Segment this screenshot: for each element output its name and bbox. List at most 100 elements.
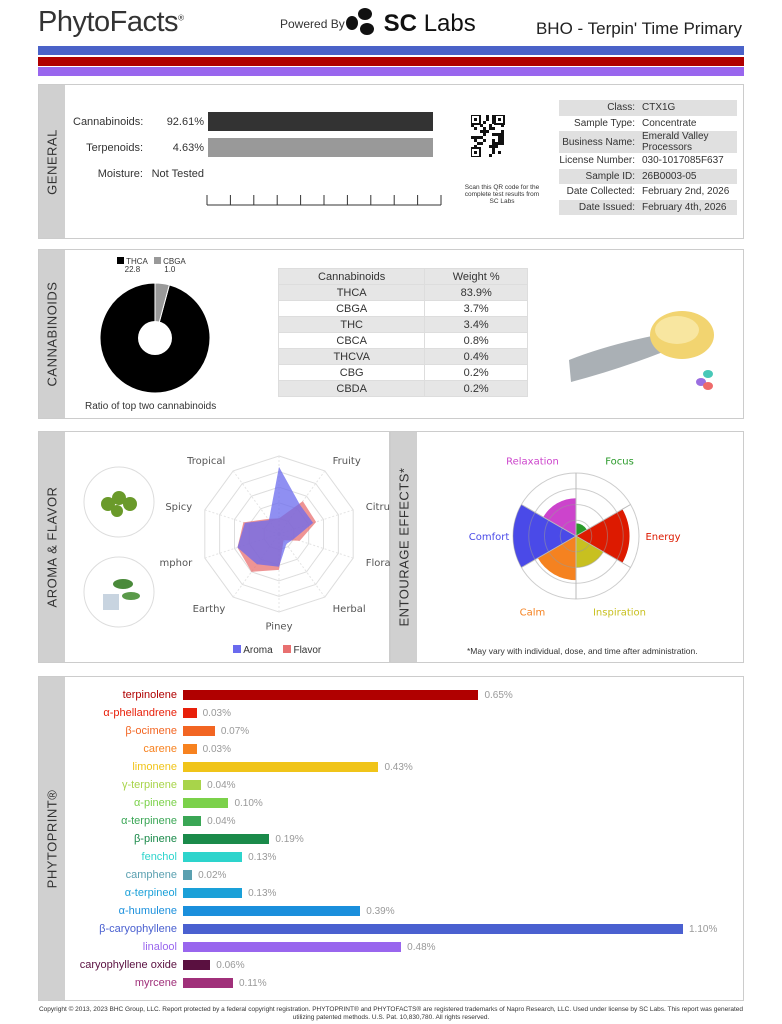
terpene-name: γ-terpinene [121, 779, 177, 791]
effect-label: Relaxation [506, 457, 559, 468]
info-key: Date Collected: [566, 186, 635, 198]
cannabinoids-section: CANNABINOIDS THCA 22.8 CBGA 1.0 Ratio of t… [38, 249, 744, 419]
info-value: February 2nd, 2026 [642, 186, 730, 198]
terpene-name: myrcene [134, 977, 177, 989]
cannabinoid-table: Cannabinoids Weight % THCA 83.9% CBGA 3.7% TH… [277, 268, 528, 397]
effect-sector-focus [576, 523, 587, 536]
radar-ring [233, 486, 325, 582]
footer-copyright: Copyright © 2013, 2023 BHC Group, LLC. R… [38, 1006, 744, 1021]
entourage-note: *May vary with individual, dose, and tim… [467, 646, 698, 656]
radar-axis-label: Piney [266, 621, 293, 632]
pie-legend: THCA 22.8 CBGA 1.0 [117, 257, 186, 274]
column-header: Cannabinoids [277, 268, 426, 285]
moisture-label: Moisture: [97, 168, 143, 180]
info-value: 26B0003-05 [642, 170, 697, 182]
terpene-name: β-ocimene [125, 725, 177, 737]
terpene-bar [183, 870, 193, 880]
terpene-name: β-pinene [133, 833, 177, 845]
terpene-value: 0.11% [239, 977, 267, 989]
terpene-value: 0.03% [202, 743, 231, 755]
terpene-row: α-phellandrene 0.03% [39, 704, 739, 722]
radar-axis-label: Spicy [165, 502, 192, 513]
info-row: Class: CTX1G [559, 100, 737, 116]
entourage-section: ENTOURAGE EFFECTS* Focus Energy Inspiratio… [390, 431, 744, 663]
effect-label: Calm [520, 607, 546, 618]
terpene-bar [183, 816, 202, 826]
radar-axis-label: Earthy [193, 604, 226, 615]
terpene-row: β-caryophyllene 1.10% [39, 920, 739, 938]
radar-axis-label: Camphor [159, 558, 193, 569]
terpene-name: α-terpinene [121, 815, 177, 827]
cannabinoid-name: CBDA [277, 380, 426, 397]
terpene-name: α-humulene [118, 905, 177, 917]
radar-axis-label: Herbal [333, 604, 366, 615]
info-row: Date Issued: February 4th, 2026 [559, 199, 737, 215]
aroma-flavor-radar: SweetFruityCitrusyFloralHerbalPineyEarth… [159, 455, 399, 632]
effect-label: Inspiration [593, 607, 646, 618]
terpene-row: limonene 0.43% [39, 758, 739, 776]
cannabinoid-weight: 3.4% [424, 316, 528, 333]
info-key: Business Name: [562, 136, 635, 148]
terpene-name: terpinolene [122, 689, 177, 701]
radar-axis-label: Floral [366, 558, 394, 569]
cannabinoid-weight: 3.7% [424, 300, 528, 317]
info-value: February 4th, 2026 [642, 201, 727, 213]
terpene-value: 0.07% [220, 725, 250, 737]
table-row: THCVA 0.4% [277, 348, 528, 365]
section-label: ENTOURAGE EFFECTS* [391, 432, 417, 662]
table-row: THC 3.4% [277, 316, 528, 333]
terpene-bar [183, 978, 233, 988]
terpene-row: γ-terpinene 0.04% [39, 776, 739, 794]
cannabinoid-weight: 0.4% [424, 348, 528, 365]
terpene-value: 0.13% [248, 887, 277, 899]
terpene-value: 0.39% [366, 905, 395, 917]
qr-code[interactable] [471, 115, 505, 157]
terpene-name: α-phellandrene [103, 707, 177, 719]
terpene-name: α-pinene [133, 797, 177, 809]
radar-series-aroma [237, 466, 314, 567]
terpene-value: 0.43% [384, 761, 413, 773]
terpene-row: fenchol 0.13% [39, 848, 739, 866]
sample-info-table: Class: CTX1G Sample Type: Concentrate Busine… [559, 100, 737, 215]
info-row: Sample Type: Concentrate [559, 116, 737, 132]
info-key: Date Issued: [578, 201, 635, 213]
terpene-value: 1.10% [689, 923, 718, 935]
terpene-bar [183, 744, 197, 754]
product-title: BHO - Terpin' Time Primary [535, 19, 742, 38]
terpene-value: 0.04% [207, 815, 236, 827]
effect-label: Energy [645, 532, 680, 543]
terpene-value: 0.03% [202, 707, 231, 719]
terpene-bar [183, 852, 243, 862]
hops-image [83, 466, 155, 538]
cannabinoid-name: CBG [277, 364, 426, 381]
terpene-bar [183, 690, 479, 700]
terpene-value: 0.48% [407, 941, 436, 953]
terpene-row: camphene 0.02% [39, 866, 739, 884]
scale-axis [206, 195, 442, 206]
info-row: Date Collected: February 2nd, 2026 [559, 184, 737, 200]
terpene-bar [183, 726, 215, 736]
qr-caption: Scan this QR code for the complete test … [464, 184, 540, 205]
cannabinoids-label: Cannabinoids: [73, 116, 144, 128]
cannabinoids-bar [208, 112, 433, 131]
terpene-name: carene [143, 743, 177, 755]
terpene-name: limonene [132, 761, 177, 773]
terpene-row: β-ocimene 0.07% [39, 722, 739, 740]
terpene-value: 0.04% [207, 779, 236, 791]
info-key: Class: [607, 102, 635, 114]
terpene-name: linalool [142, 941, 177, 953]
terpene-row: α-humulene 0.39% [39, 902, 739, 920]
radar-axis-label: Fruity [333, 456, 361, 467]
terpene-name: α-terpineol [124, 887, 177, 899]
terpene-bar [183, 960, 211, 970]
terpene-row: linalool 0.48% [39, 938, 739, 956]
cannabinoid-weight: 83.9% [424, 284, 528, 301]
phytofacts-logo: PhytoFacts® [38, 6, 184, 38]
ratio-caption: Ratio of top two cannabinoids [85, 401, 217, 412]
cannabinoid-name: THC [277, 316, 426, 333]
table-row: CBGA 3.7% [277, 300, 528, 317]
terpene-row: α-terpinene 0.04% [39, 812, 739, 830]
stripe-purple [38, 67, 744, 76]
terpene-bar [183, 780, 202, 790]
terpene-value: 0.13% [248, 851, 277, 863]
